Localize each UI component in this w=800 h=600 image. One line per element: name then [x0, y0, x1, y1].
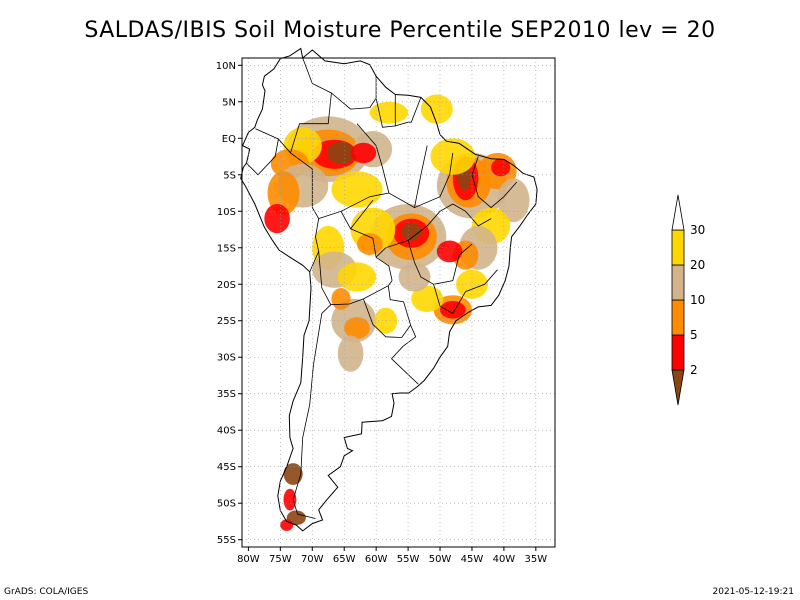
shading-patch [283, 488, 297, 511]
shading-patch [411, 285, 444, 312]
shading-patch [337, 335, 364, 372]
legend-color-box [671, 299, 685, 336]
country-border [414, 145, 428, 208]
coastline-outline [240, 47, 538, 532]
legend-bottom-arrow [671, 369, 685, 406]
legend-level-label: 5 [690, 328, 698, 342]
shading-patch [374, 307, 398, 334]
lat-tick-label: 55S [217, 535, 236, 546]
country-border [350, 200, 374, 230]
shading-patch [369, 101, 409, 124]
legend-color-box [671, 264, 685, 301]
lon-tick-label: 45W [461, 554, 484, 565]
country-border [390, 324, 419, 385]
legend-top-arrow [671, 194, 685, 231]
shading-patch [350, 142, 377, 164]
soil-moisture-shading [264, 94, 530, 531]
shading-patch [331, 171, 383, 208]
legend-level-label: 10 [690, 293, 705, 307]
legend-level-label: 30 [690, 223, 705, 237]
lat-tick-label: 40S [217, 426, 236, 437]
lat-tick-label: 35S [217, 389, 236, 400]
country-border [331, 76, 377, 110]
lat-tick-label: 5N [222, 97, 236, 108]
shading-patch [326, 142, 356, 164]
footer-credit: GrADS: COLA/IGES [4, 587, 89, 597]
country-border [246, 138, 279, 176]
shading-patch [401, 222, 422, 241]
lon-tick-label: 70W [301, 554, 324, 565]
legend-level-label: 2 [690, 363, 698, 377]
country-border [255, 128, 313, 170]
shading-patch [491, 158, 511, 177]
shading-patch [267, 171, 300, 215]
shading-patch [440, 301, 466, 319]
shading-patch [331, 288, 351, 310]
lat-tick-label: EQ [222, 134, 236, 145]
shading-patch [398, 262, 431, 292]
lon-tick-label: 65W [333, 554, 356, 565]
map-frame [241, 57, 556, 548]
lat-tick-label: 45S [217, 462, 236, 473]
lat-tick-label: 10N [216, 61, 236, 72]
country-border [292, 304, 332, 519]
country-border [290, 57, 332, 154]
lon-tick-label: 60W [365, 554, 388, 565]
lat-tick-label: 25S [217, 316, 236, 327]
lon-tick-label: 80W [237, 554, 260, 565]
shading-patch [264, 204, 290, 234]
map-gridlines [238, 58, 555, 551]
shading-patch [497, 178, 530, 223]
footer-timestamp: 2021-05-12-19:21 [712, 587, 795, 597]
shading-patch [420, 94, 453, 124]
legend-color-box [671, 229, 685, 266]
map-title: SALDAS/IBIS Soil Moisture Percentile SEP… [84, 18, 716, 43]
lon-tick-label: 50W [429, 554, 452, 565]
country-border [471, 156, 518, 209]
continent-outline [240, 47, 538, 532]
legend-level-label: 20 [690, 258, 705, 272]
color-legend: 2 5 10 20 30 [671, 194, 705, 406]
country-border [356, 123, 390, 194]
country-border [375, 94, 396, 128]
shading-patch [456, 269, 488, 299]
shading-patch [357, 233, 383, 256]
country-border [395, 97, 422, 127]
shading-patch [344, 317, 370, 339]
lon-tick-label: 35W [525, 554, 548, 565]
country-border [309, 168, 320, 272]
shading-patch [283, 463, 303, 485]
lat-tick-label: 50S [217, 499, 236, 510]
lat-tick-label: 20S [217, 280, 236, 291]
country-border [433, 269, 498, 314]
lat-tick-label: 30S [217, 353, 236, 364]
latitude-tick-labels: 10N 5N EQ 5S 10S 15S 20S 25S 30S 35S 40S 45S 50S 55S [216, 61, 236, 546]
shading-patch [430, 138, 476, 175]
shading-patch [337, 262, 377, 292]
lon-tick-label: 40W [493, 554, 516, 565]
lat-tick-label: 15S [217, 243, 236, 254]
country-border [375, 203, 492, 258]
lon-tick-label: 55W [397, 554, 420, 565]
lat-tick-label: 5S [223, 170, 236, 181]
lon-tick-label: 75W [269, 554, 292, 565]
lat-tick-label: 10S [217, 207, 236, 218]
shading-patch [436, 240, 463, 263]
legend-color-box [671, 334, 685, 371]
longitude-tick-labels: 80W 75W 70W 65W 60W 55W 50W 45W 40W 35W [237, 554, 547, 565]
country-border [363, 285, 412, 338]
